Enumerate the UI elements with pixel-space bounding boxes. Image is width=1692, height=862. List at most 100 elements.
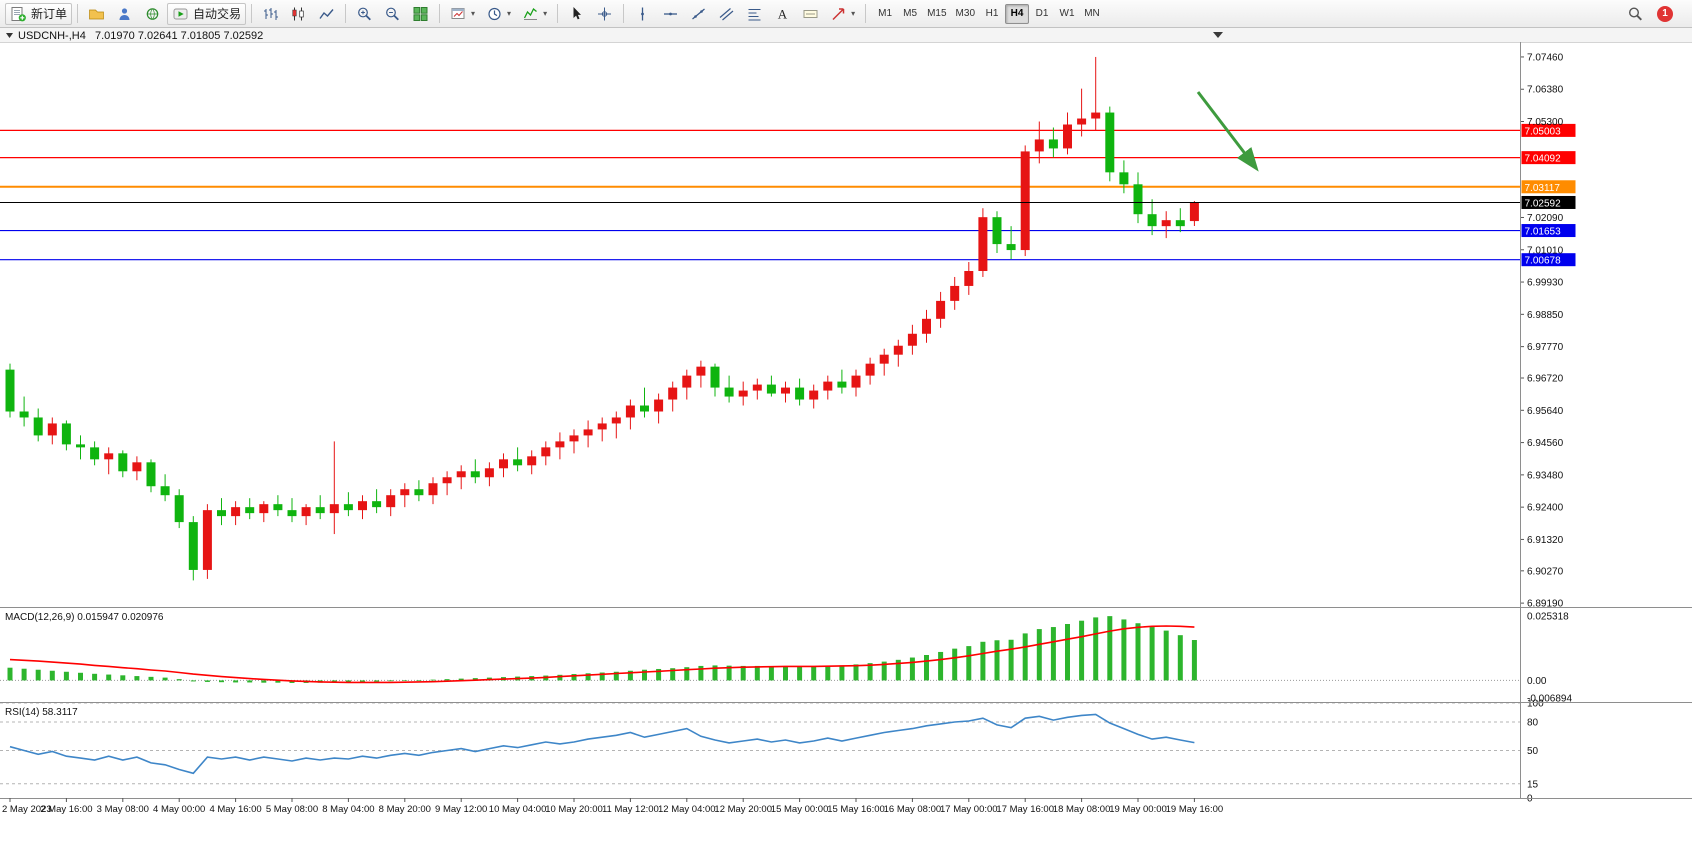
bar-chart-button[interactable] — [257, 3, 284, 25]
candle-body — [555, 441, 565, 448]
macd-histogram-bar — [416, 680, 422, 681]
arrows-button[interactable]: ▾ — [825, 3, 860, 25]
current-price-badge-label: 7.02592 — [1525, 198, 1562, 209]
candle-body — [696, 366, 706, 376]
macd-histogram-bar — [980, 641, 986, 681]
new-order-label: 新订单 — [31, 7, 68, 21]
periods-icon — [488, 7, 501, 20]
periods-button[interactable]: ▾ — [481, 3, 516, 25]
tile-windows-button[interactable] — [407, 3, 434, 25]
candle-body — [513, 459, 523, 466]
fibonacci-icon — [748, 8, 761, 20]
toolbar-separator — [623, 4, 625, 23]
macd-axis-label: -0.006894 — [1527, 693, 1572, 704]
time-axis-label: 10 May 04:00 — [489, 804, 547, 815]
timeframe-button-d1[interactable]: D1 — [1030, 4, 1054, 24]
zoom-in-button[interactable] — [351, 3, 378, 25]
candle-body — [992, 217, 1002, 245]
candle-body — [724, 387, 734, 397]
candle-body — [1091, 112, 1101, 119]
candle-body — [428, 483, 438, 496]
candlestick-chart-button[interactable] — [285, 3, 312, 25]
macd-histogram-bar — [1107, 616, 1113, 681]
fibonacci-button[interactable] — [741, 3, 768, 25]
vertical-line-icon — [641, 7, 644, 20]
label-button[interactable] — [797, 3, 824, 25]
main-price-panel: 7.05003 7.04092 7.03117 7.01653 7.00678 7.025… — [0, 52, 1576, 610]
crosshair-icon — [598, 7, 612, 20]
price-axis-label: 6.92400 — [1527, 503, 1564, 514]
timeframe-button-m15[interactable]: M15 — [923, 4, 950, 24]
panel-frame — [0, 42, 1692, 799]
symbol-dropdown-icon[interactable] — [6, 33, 13, 38]
timeframe-button-h1[interactable]: H1 — [980, 4, 1004, 24]
new-chart-button[interactable]: ▾ — [445, 3, 480, 25]
globe-button[interactable] — [139, 3, 166, 25]
macd-histogram-bar — [402, 680, 408, 682]
trendline-button[interactable] — [685, 3, 712, 25]
time-axis-label: 12 May 04:00 — [658, 804, 716, 815]
notification-badge[interactable]: 1 — [1657, 5, 1673, 22]
macd-histogram-bar — [938, 651, 944, 681]
macd-axis-label: 0.00 — [1527, 676, 1547, 687]
macd-histogram-bar — [1191, 640, 1197, 681]
zoom-out-button[interactable] — [379, 3, 406, 25]
profiles-button[interactable] — [83, 3, 110, 25]
macd-histogram-bar — [134, 676, 140, 681]
candle-body — [1034, 139, 1044, 152]
macd-histogram-bar — [7, 667, 13, 681]
trend-arrow-annotation[interactable] — [1196, 91, 1259, 172]
time-axis-label: 2 May 16:00 — [40, 804, 92, 815]
dropdown-caret: ▾ — [851, 8, 856, 18]
price-axis-label: 6.90270 — [1527, 566, 1564, 577]
candle-body — [386, 495, 396, 508]
crosshair-button[interactable] — [591, 3, 618, 25]
horizontal-line-button[interactable] — [657, 3, 684, 25]
auto-trading-button[interactable]: 自动交易 — [167, 2, 247, 25]
time-axis-label: 9 May 12:00 — [435, 804, 487, 815]
timeframe-button-m1[interactable]: M1 — [873, 4, 897, 24]
timeframe-button-m30[interactable]: M30 — [952, 4, 979, 24]
candle-body — [837, 381, 847, 388]
candle-body — [752, 384, 762, 391]
horizontal-line-icon — [664, 12, 678, 15]
timeframe-button-m5[interactable]: M5 — [898, 4, 922, 24]
candle-body — [738, 390, 748, 397]
macd-histogram-bar — [1121, 619, 1127, 681]
macd-histogram-bar — [345, 680, 351, 683]
timeframe-button-mn[interactable]: MN — [1080, 4, 1104, 24]
vertical-line-button[interactable] — [629, 3, 656, 25]
text-button[interactable]: A — [769, 3, 796, 25]
macd-histogram-bar — [120, 675, 126, 681]
chart-shift-marker[interactable] — [1213, 32, 1223, 38]
macd-histogram-bar — [360, 680, 365, 682]
candle-body — [978, 217, 988, 271]
timeframe-button-h4[interactable]: H4 — [1005, 3, 1029, 24]
candle-body — [372, 501, 382, 508]
macd-histogram-bar — [92, 673, 98, 681]
cursor-button[interactable] — [563, 3, 590, 25]
price-axis-label: 7.06380 — [1527, 85, 1564, 96]
search-button[interactable] — [1622, 3, 1649, 25]
arrows-icon — [832, 7, 845, 20]
macd-histogram-bar — [190, 680, 196, 682]
macd-histogram-bar — [670, 668, 676, 681]
channel-icon — [719, 7, 734, 20]
candle-body — [188, 522, 198, 570]
contacts-button[interactable] — [111, 3, 138, 25]
channel-button[interactable] — [713, 3, 740, 25]
candle-body — [456, 471, 466, 478]
macd-histogram-bar — [261, 680, 267, 683]
time-axis-label: 8 May 04:00 — [322, 804, 374, 815]
macd-histogram-bar — [754, 665, 760, 681]
timeframe-button-w1[interactable]: W1 — [1055, 4, 1079, 24]
candle-body — [654, 399, 664, 412]
macd-histogram-bar — [585, 673, 591, 681]
time-axis-label: 3 May 08:00 — [97, 804, 149, 815]
indicators-button[interactable]: ▾ — [517, 3, 552, 25]
candle-body — [104, 453, 114, 460]
macd-histogram-bar — [1149, 627, 1155, 681]
line-chart-button[interactable] — [313, 3, 340, 25]
new-order-button[interactable]: 新订单 — [5, 2, 73, 25]
time-axis-label: 10 May 20:00 — [545, 804, 603, 815]
